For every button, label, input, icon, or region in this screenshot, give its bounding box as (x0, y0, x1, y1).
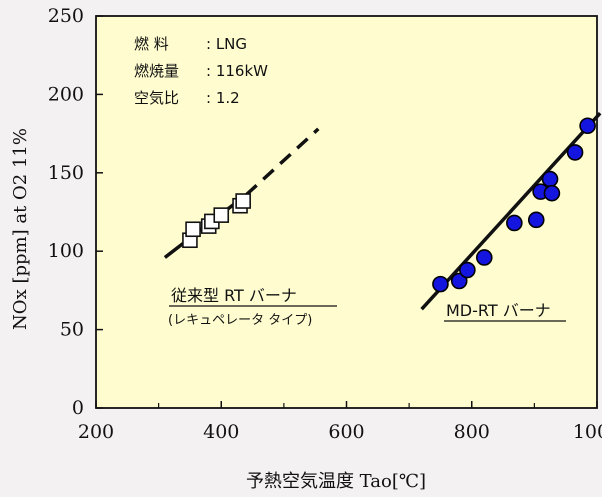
x-axis-label: 予熱空気温度 Tao[℃] (246, 471, 426, 492)
data-point-circle (579, 117, 596, 135)
condition-value: : LNG (206, 35, 247, 53)
series-subtitle-conventional: (レキュペレータ タイプ) (168, 313, 312, 328)
y-tick-label: 150 (48, 162, 84, 184)
plot-border (95, 15, 598, 409)
data-point-circle (450, 272, 468, 290)
x-tick-label: 600 (328, 421, 364, 443)
condition-label: 空気比 (134, 89, 179, 107)
x-tick-label: 1000 (573, 421, 602, 443)
y-tick-label: 200 (48, 83, 84, 105)
data-point-circle (543, 184, 561, 202)
data-point-circle (459, 261, 476, 279)
x-tick-label: 400 (203, 421, 239, 443)
series-label-md-rt: MD-RT バーナ (446, 301, 551, 320)
y-axis-label: NOx [ppm] at O2 11% (10, 128, 31, 330)
y-tick-label: 0 (72, 397, 84, 419)
y-tick-label: 50 (60, 319, 84, 341)
condition-label: 燃 料 (134, 35, 169, 53)
data-point-square (185, 221, 201, 238)
series-label-conventional: 従来型 RT バーナ (171, 286, 297, 305)
data-point-circle (475, 249, 493, 266)
condition-label: 燃焼量 (134, 62, 179, 80)
x-tick-label: 200 (78, 421, 114, 443)
condition-value: : 116kW (206, 62, 268, 80)
data-point-circle (506, 214, 523, 232)
plot-area (96, 16, 597, 408)
data-point-square (213, 207, 230, 223)
data-point-circle (566, 144, 584, 161)
data-point-circle (432, 275, 449, 293)
trend-line (245, 127, 320, 197)
data-point-circle (541, 170, 559, 188)
y-tick-label: 100 (48, 240, 84, 262)
x-tick-label: 800 (454, 421, 490, 443)
condition-value: : 1.2 (206, 89, 240, 107)
data-point-square (235, 193, 251, 209)
y-tick-label: 250 (48, 5, 84, 27)
data-point-circle (527, 211, 545, 229)
